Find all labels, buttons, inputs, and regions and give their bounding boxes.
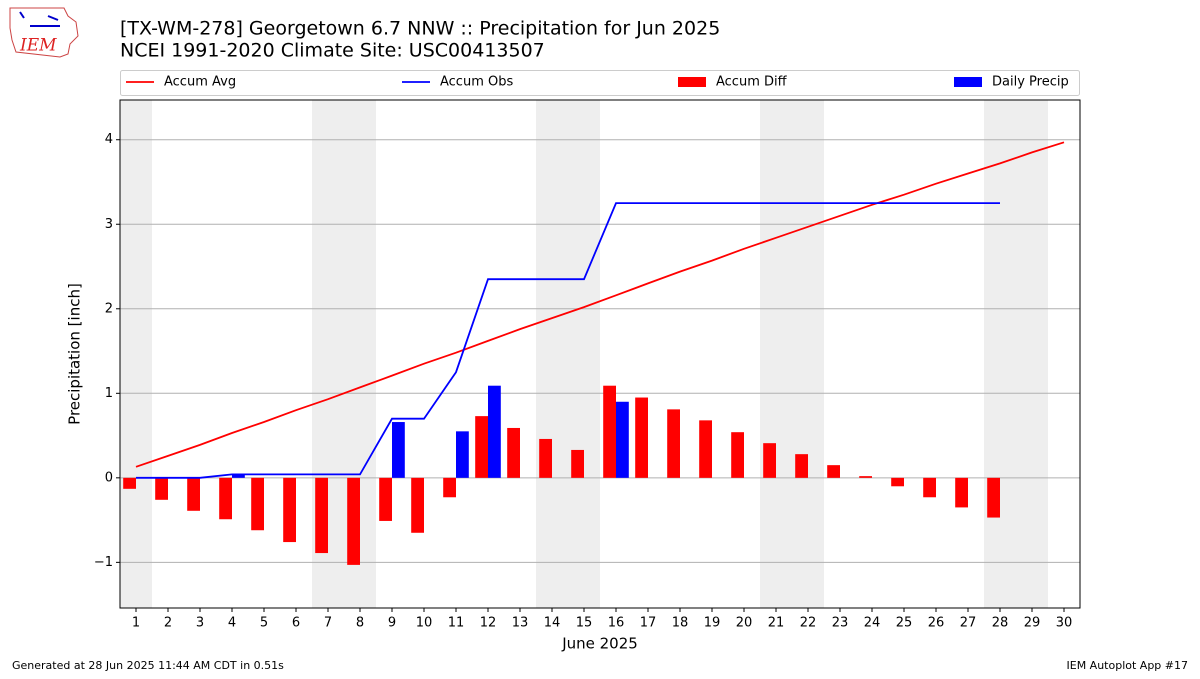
- y-tick-label: 4: [105, 132, 113, 147]
- logo-icon: [19, 11, 60, 27]
- weekend-band: [1016, 100, 1048, 608]
- legend-box: [120, 70, 1080, 96]
- bar: [123, 477, 136, 489]
- legend-swatch: [678, 77, 706, 87]
- bar: [392, 422, 405, 478]
- bar: [539, 438, 552, 478]
- bar: [923, 477, 936, 498]
- bar: [187, 477, 200, 511]
- bar: [315, 477, 328, 554]
- x-tick-label: 10: [416, 616, 433, 631]
- bar: [731, 432, 744, 478]
- chart-subtitle: NCEI 1991-2020 Climate Site: USC00413507: [120, 40, 545, 62]
- bar: [155, 477, 168, 500]
- weekend-band: [536, 100, 568, 608]
- chart-title: [TX-WM-278] Georgetown 6.7 NNW :: Precip…: [120, 18, 720, 40]
- y-tick-label: 1: [105, 386, 113, 401]
- x-tick-label: 3: [196, 616, 204, 631]
- x-tick-label: 14: [544, 616, 561, 631]
- footer-left: Generated at 28 Jun 2025 11:44 AM CDT in…: [12, 659, 284, 672]
- x-tick-label: 9: [388, 616, 396, 631]
- x-tick-label: 4: [228, 616, 236, 631]
- line: [136, 202, 1000, 479]
- legend-label: Accum Avg: [164, 75, 236, 90]
- x-tick-label: 19: [704, 616, 721, 631]
- x-tick-label: 15: [576, 616, 593, 631]
- logo: IEM: [9, 7, 79, 58]
- footer-right: IEM Autoplot App #17: [1067, 659, 1189, 672]
- weekend-band: [792, 100, 824, 608]
- x-tick-label: 1: [132, 616, 140, 631]
- x-tick-label: 5: [260, 616, 268, 631]
- x-tick-label: 27: [960, 616, 977, 631]
- y-tick-label: 2: [105, 301, 113, 316]
- x-tick-label: 8: [356, 616, 364, 631]
- bar: [347, 477, 360, 565]
- logo-text: IEM: [19, 36, 57, 56]
- bar: [859, 476, 872, 478]
- x-tick-label: 28: [992, 616, 1009, 631]
- bar: [488, 385, 501, 478]
- bar: [763, 443, 776, 478]
- legend-label: Accum Obs: [440, 75, 513, 90]
- bar: [891, 477, 904, 487]
- bar: [456, 431, 469, 478]
- y-tick-label: 0: [105, 470, 113, 485]
- x-tick-label: 7: [324, 616, 332, 631]
- x-tick-label: 2: [164, 616, 172, 631]
- weekend-band: [984, 100, 1016, 608]
- x-tick-label: 12: [480, 616, 497, 631]
- bar: [827, 465, 840, 478]
- bar: [475, 416, 488, 478]
- legend-label: Daily Precip: [992, 75, 1069, 90]
- bar: [411, 477, 424, 533]
- x-axis-label: June 2025: [561, 635, 638, 653]
- bar: [955, 477, 968, 508]
- bar: [616, 401, 629, 478]
- y-tick-label: 3: [105, 217, 113, 232]
- x-tick-label: 21: [768, 616, 785, 631]
- bar: [699, 420, 712, 478]
- bar: [507, 427, 520, 478]
- weekend-band: [760, 100, 792, 608]
- x-tick-label: 18: [672, 616, 689, 631]
- x-tick-label: 17: [640, 616, 657, 631]
- y-tick-label: −1: [94, 555, 113, 570]
- x-tick-label: 16: [608, 616, 625, 631]
- y-axis-label: Precipitation [inch]: [66, 283, 84, 425]
- plot-frame: [119, 99, 1081, 609]
- x-tick-label: 6: [292, 616, 300, 631]
- bar: [232, 474, 245, 478]
- x-tick-label: 13: [512, 616, 529, 631]
- weekend-band: [120, 100, 152, 608]
- x-tick-label: 23: [832, 616, 849, 631]
- bar: [283, 477, 296, 543]
- bar: [667, 409, 680, 478]
- x-tick-label: 29: [1024, 616, 1041, 631]
- x-tick-label: 30: [1056, 616, 1073, 631]
- bar: [635, 397, 648, 478]
- bar: [379, 477, 392, 521]
- legend-swatch: [954, 77, 982, 87]
- bar: [987, 477, 1000, 518]
- bar: [443, 477, 456, 498]
- x-tick-label: 26: [928, 616, 945, 631]
- logo-outline: [9, 7, 79, 58]
- bar: [571, 449, 584, 478]
- x-tick-label: 22: [800, 616, 817, 631]
- x-tick-label: 24: [864, 616, 881, 631]
- x-tick-label: 20: [736, 616, 753, 631]
- bar: [795, 454, 808, 478]
- weekend-band: [568, 100, 600, 608]
- bar: [219, 477, 232, 520]
- x-tick-label: 25: [896, 616, 913, 631]
- legend-label: Accum Diff: [716, 75, 788, 90]
- bar: [603, 385, 616, 478]
- line: [135, 141, 1065, 468]
- bar: [251, 477, 264, 531]
- x-tick-label: 11: [448, 616, 465, 631]
